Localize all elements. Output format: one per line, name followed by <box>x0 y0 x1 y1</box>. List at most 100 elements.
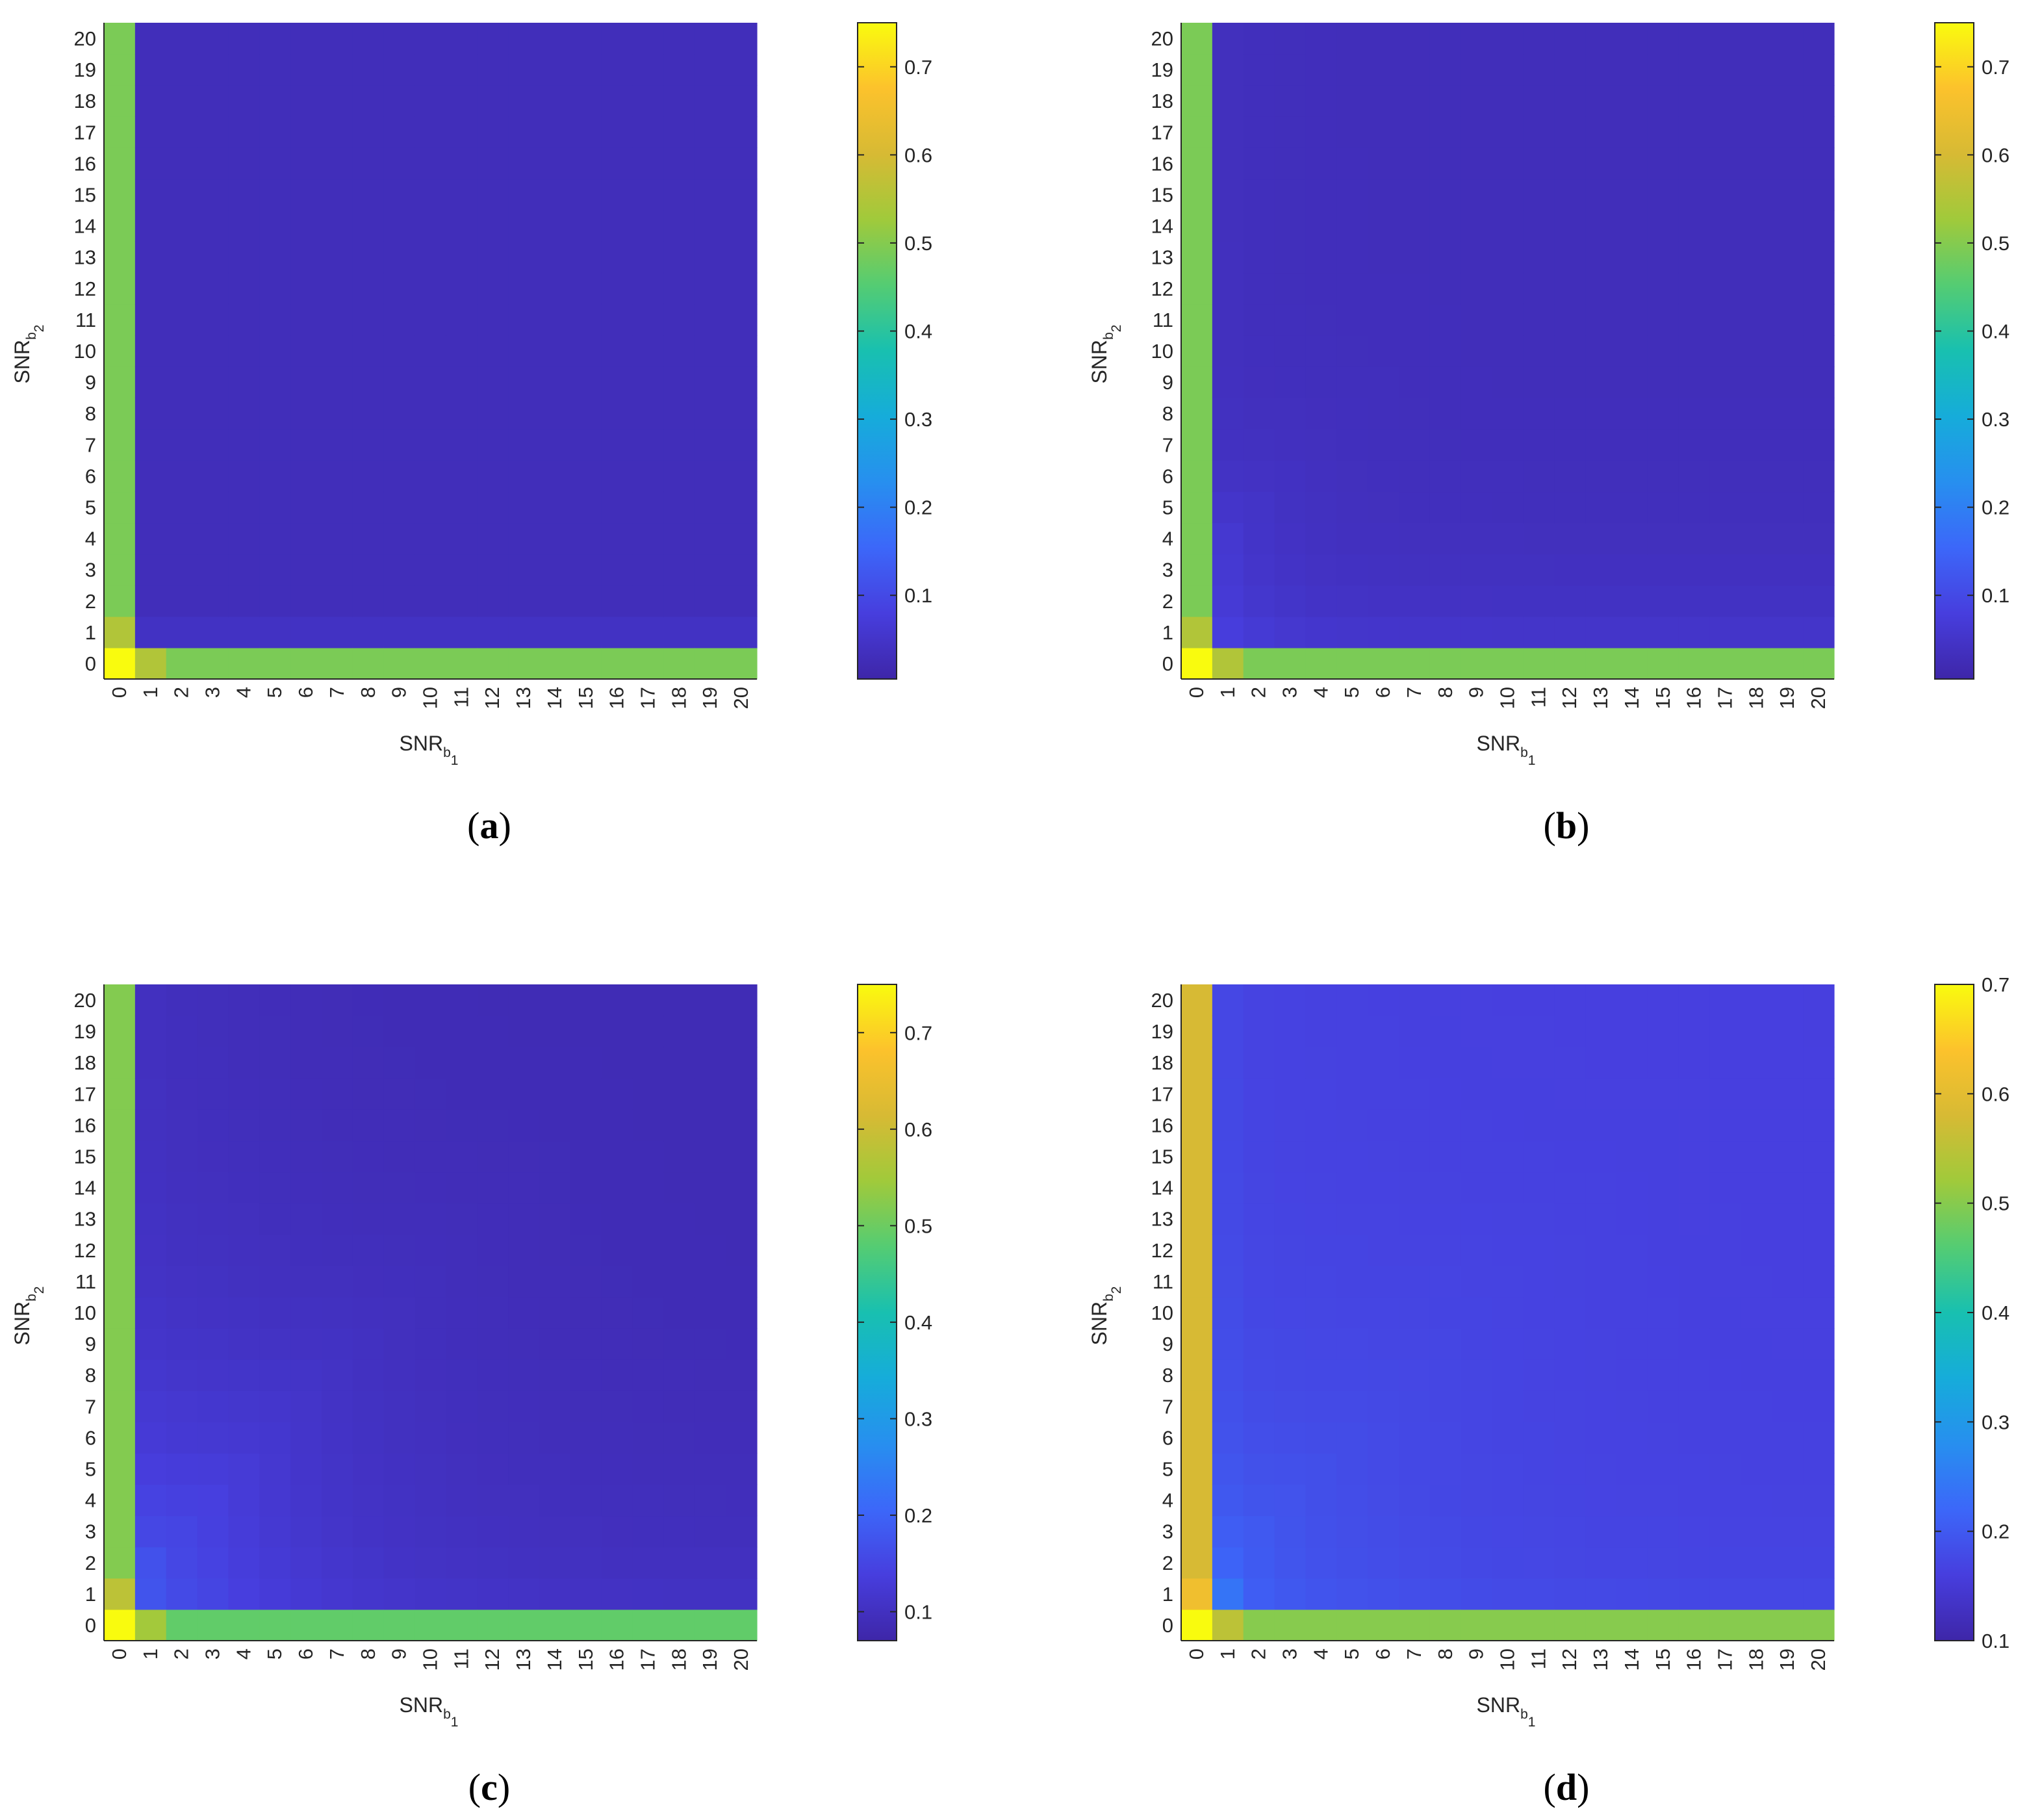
heatmap-cell-20-4 <box>726 522 758 555</box>
heatmap-cell-6-14 <box>290 210 322 242</box>
heatmap-cell-7-19 <box>322 1016 353 1047</box>
heatmap-cell-11-2 <box>446 1546 478 1579</box>
heatmap-cell-2-11 <box>166 303 198 336</box>
heatmap-cell-11-4 <box>1523 1484 1555 1517</box>
heatmap-cell-0-7 <box>1181 1391 1213 1422</box>
heatmap-cell-14-6 <box>1616 1422 1648 1454</box>
heatmap-cell-9-4 <box>383 1484 416 1517</box>
heatmap-cell-12-17 <box>1554 116 1586 148</box>
heatmap-cell-15-8 <box>570 1359 602 1391</box>
heatmap-cell-17-6 <box>632 1422 665 1454</box>
heatmap-cell-7-6 <box>1399 460 1431 493</box>
heatmap-cell-19-13 <box>695 1203 726 1235</box>
heatmap-cell-4-9 <box>228 366 260 398</box>
heatmap-cell-13-6 <box>1585 1422 1617 1454</box>
heatmap-cell-4-12 <box>228 272 260 305</box>
heatmap-cell-0-1 <box>1181 616 1213 648</box>
heatmap-cell-15-5 <box>570 1453 602 1485</box>
heatmap-cell-19-0 <box>695 647 726 680</box>
heatmap-cell-19-0 <box>1772 647 1804 680</box>
heatmap-cell-13-0 <box>1585 647 1617 680</box>
heatmap-cell-3-1 <box>1274 1578 1307 1610</box>
x-tick-label: 11 <box>450 1648 472 1669</box>
heatmap-cell-12-2 <box>1554 1546 1586 1579</box>
heatmap-cell-18-3 <box>663 1515 695 1548</box>
heatmap-cell-10-5 <box>1492 491 1524 524</box>
heatmap-cell-20-10 <box>726 335 758 367</box>
heatmap-cell-5-15 <box>259 179 291 211</box>
x-tick-label: 2 <box>170 687 193 698</box>
heatmap-cell-16-1 <box>601 1578 633 1610</box>
heatmap-cell-7-15 <box>322 179 353 211</box>
heatmap-cell-1-10 <box>134 335 167 367</box>
y-tick-label: 3 <box>1162 559 1173 582</box>
heatmap-cell-12-5 <box>1554 491 1586 524</box>
heatmap-cell-19-7 <box>695 429 726 461</box>
heatmap-cell-6-10 <box>290 335 322 367</box>
heatmap-cell-4-3 <box>1305 1515 1337 1548</box>
heatmap-cell-6-3 <box>290 554 322 586</box>
heatmap-cell-4-10 <box>228 1296 260 1329</box>
heatmap-cell-14-16 <box>539 147 571 180</box>
x-tick-label: 14 <box>1620 1648 1643 1671</box>
heatmap-cell-18-10 <box>1741 335 1772 367</box>
heatmap-cell-1-13 <box>1212 241 1244 274</box>
heatmap-cell-3-13 <box>1274 1203 1307 1235</box>
heatmap-cell-9-19 <box>383 54 416 86</box>
heatmap-cell-5-12 <box>259 272 291 305</box>
heatmap-cell-19-20 <box>695 23 726 55</box>
x-tick-label: 3 <box>1279 1648 1301 1660</box>
heatmap-cell-17-2 <box>1709 585 1742 617</box>
heatmap-cell-6-14 <box>1368 1172 1399 1204</box>
heatmap-cell-20-14 <box>1803 210 1835 242</box>
heatmap-cell-0-4 <box>104 1484 136 1517</box>
heatmap-cell-8-5 <box>1429 491 1462 524</box>
heatmap-cell-13-13 <box>508 1203 540 1235</box>
heatmap-cell-1-14 <box>1212 1172 1244 1204</box>
heatmap-cell-6-9 <box>290 1328 322 1360</box>
heatmap-cell-12-4 <box>1554 522 1586 555</box>
heatmap-cell-4-15 <box>1305 1140 1337 1173</box>
heatmap-cell-16-4 <box>1678 1484 1711 1517</box>
heatmap-cell-11-1 <box>446 1578 478 1610</box>
heatmap-cell-8-19 <box>1429 1016 1462 1047</box>
heatmap-cell-17-4 <box>632 522 665 555</box>
heatmap-cell-13-16 <box>1585 147 1617 180</box>
x-tick-label: 6 <box>294 687 317 698</box>
heatmap-cell-3-11 <box>197 303 229 336</box>
heatmap-cell-0-12 <box>1181 1234 1213 1266</box>
heatmap-cell-18-9 <box>1741 366 1772 398</box>
heatmap-cell-19-4 <box>1772 1484 1804 1517</box>
heatmap-cell-9-16 <box>1461 147 1493 180</box>
heatmap-cell-15-17 <box>1647 116 1679 148</box>
heatmap-cell-0-7 <box>104 429 136 461</box>
y-tick-label: 11 <box>75 1270 96 1293</box>
heatmap-cell-8-11 <box>352 303 385 336</box>
heatmap-cell-16-13 <box>601 1203 633 1235</box>
heatmap-cell-18-12 <box>663 272 695 305</box>
heatmap-cell-17-10 <box>1709 1296 1742 1329</box>
heatmap-cell-4-14 <box>228 210 260 242</box>
heatmap-cell-13-1 <box>1585 1578 1617 1610</box>
heatmap-cell-9-18 <box>1461 1047 1493 1079</box>
heatmap-cell-8-3 <box>352 554 385 586</box>
heatmap-cell-2-0 <box>1243 1609 1275 1641</box>
heatmap-cell-10-5 <box>1492 1453 1524 1485</box>
heatmap-cell-6-4 <box>290 1484 322 1517</box>
heatmap-cell-20-6 <box>1803 1422 1835 1454</box>
heatmap-cell-7-18 <box>1399 1047 1431 1079</box>
heatmap-cell-17-16 <box>1709 147 1742 180</box>
heatmap-cell-12-5 <box>477 491 509 524</box>
heatmap-cell-17-14 <box>632 1172 665 1204</box>
heatmap-cell-10-16 <box>1492 1109 1524 1142</box>
heatmap-cell-5-19 <box>259 1016 291 1047</box>
heatmap-cell-2-3 <box>1243 554 1275 586</box>
heatmap-cell-1-6 <box>134 1422 167 1454</box>
heatmap-cell-13-1 <box>508 1578 540 1610</box>
heatmap-cell-11-16 <box>1523 147 1555 180</box>
heatmap-cell-4-17 <box>1305 1078 1337 1110</box>
heatmap-cell-12-7 <box>1554 1391 1586 1422</box>
y-tick-label: 6 <box>1162 465 1173 487</box>
heatmap-cell-11-17 <box>1523 116 1555 148</box>
heatmap-cell-14-2 <box>1616 585 1648 617</box>
